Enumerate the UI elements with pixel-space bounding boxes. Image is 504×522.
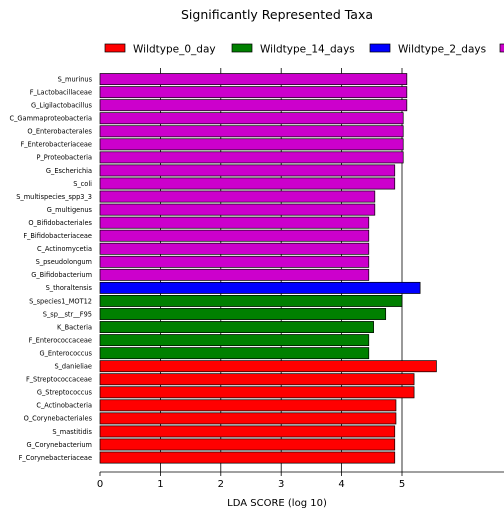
bar bbox=[99, 268, 370, 281]
category-label: G_Bifidobacterium bbox=[31, 271, 92, 279]
bar bbox=[99, 164, 396, 177]
bar bbox=[99, 373, 415, 386]
category-label: G_multigenus bbox=[47, 206, 93, 214]
category-label: O_Corynebacteriales bbox=[24, 415, 93, 423]
bar bbox=[99, 177, 396, 190]
bar bbox=[99, 112, 404, 125]
category-label: S_murinus bbox=[58, 75, 93, 83]
bar bbox=[99, 255, 370, 268]
legend-label: Wildtype_0_day bbox=[133, 44, 216, 56]
category-label: F_Lactobacillaceae bbox=[30, 88, 92, 96]
bar bbox=[99, 151, 404, 164]
legend-swatch bbox=[104, 43, 126, 53]
x-tick-label: 0 bbox=[97, 479, 103, 490]
legend-swatch bbox=[499, 43, 504, 53]
legend-label: Wildtype_2_days bbox=[398, 44, 486, 56]
bar bbox=[99, 203, 376, 216]
bar bbox=[99, 360, 437, 373]
category-label: S_danieliae bbox=[54, 363, 92, 371]
bar bbox=[99, 399, 397, 412]
bar bbox=[99, 86, 408, 99]
x-axis: 0 1 2 3 4 5 bbox=[97, 471, 504, 490]
x-axis-label: LDA SCORE (log 10) bbox=[227, 498, 327, 509]
category-label: F_Corynebacteriaceae bbox=[19, 454, 92, 462]
x-tick-label: 3 bbox=[278, 479, 284, 490]
category-label: F_Enterococcaceae bbox=[29, 336, 92, 344]
bar bbox=[99, 321, 374, 334]
bar bbox=[99, 295, 403, 307]
category-label: C_Actinobacteria bbox=[36, 402, 92, 410]
bar bbox=[99, 425, 396, 438]
x-tick-label: 4 bbox=[338, 479, 344, 490]
bar bbox=[99, 438, 396, 451]
bar bbox=[99, 138, 404, 151]
category-label: G_Corynebacterium bbox=[26, 441, 92, 449]
bar bbox=[99, 334, 370, 347]
category-label: S_thoraltensis bbox=[46, 284, 93, 292]
bar bbox=[99, 229, 370, 242]
category-label: C_Gammaproteobacteria bbox=[10, 115, 92, 123]
bar bbox=[99, 451, 396, 464]
bar bbox=[99, 412, 397, 425]
category-label: S_mastitidis bbox=[52, 428, 92, 436]
bar bbox=[99, 386, 415, 399]
bar bbox=[99, 99, 408, 112]
category-label: C_Actinomycetia bbox=[37, 245, 92, 253]
category-label: O_Bifidobacteriales bbox=[28, 219, 92, 227]
bar bbox=[99, 216, 370, 229]
category-labels: S_murinus F_Lactobacillaceae G_Ligilactoba… bbox=[10, 75, 93, 461]
legend-swatch bbox=[369, 43, 391, 53]
category-label: F_Bifidobacteriaceae bbox=[23, 232, 92, 240]
bars bbox=[99, 73, 437, 464]
bar bbox=[99, 308, 387, 320]
category-label: S_coli bbox=[73, 180, 92, 188]
bar bbox=[99, 281, 421, 294]
x-tick-label: 2 bbox=[218, 479, 224, 490]
bar bbox=[99, 190, 376, 203]
legend-swatch bbox=[231, 43, 253, 53]
bar bbox=[99, 125, 404, 138]
category-label: G_Enterococcus bbox=[39, 349, 92, 357]
legend: Wildtype_0_day Wildtype_14_days Wildtype_2… bbox=[104, 43, 504, 56]
category-label: O_Enterobacterales bbox=[27, 128, 92, 136]
category-label: S_sp__str__F95 bbox=[43, 310, 92, 318]
category-label: F_Enterobacteriaceae bbox=[20, 141, 92, 149]
bar bbox=[99, 242, 370, 255]
category-label: F_Streptococcaceae bbox=[26, 376, 92, 384]
legend-label: Wildtype_14_days bbox=[260, 44, 355, 56]
bar bbox=[99, 73, 408, 86]
category-label: S_multispecies_spp3_3 bbox=[16, 193, 92, 201]
category-label: G_Streptococcus bbox=[37, 389, 93, 397]
chart-title: Significantly Represented Taxa bbox=[181, 7, 373, 22]
category-label: G_Escherichia bbox=[46, 167, 92, 175]
x-tick-label: 5 bbox=[399, 479, 405, 490]
category-label: S_species1_MOT12 bbox=[29, 297, 92, 305]
x-tick-label: 1 bbox=[157, 479, 163, 490]
category-label: G_Ligilactobacillus bbox=[31, 102, 93, 110]
bar bbox=[99, 347, 370, 360]
category-label: K_Bacteria bbox=[57, 323, 92, 331]
category-label: P_Proteobacteria bbox=[37, 154, 93, 162]
category-label: S_pseudolongum bbox=[36, 258, 92, 266]
